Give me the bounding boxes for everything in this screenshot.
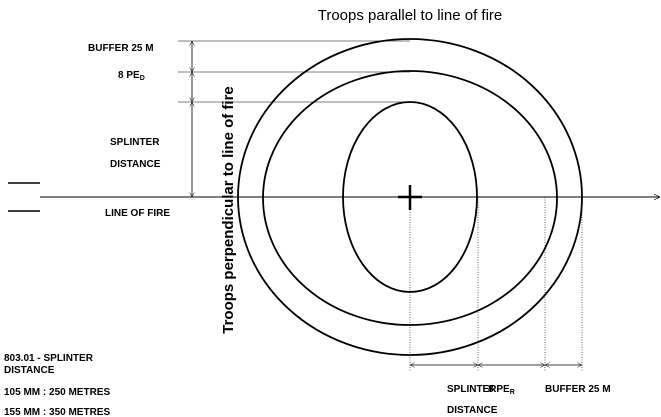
label: DISTANCE: [447, 405, 498, 416]
vertical-label: Troops perpendicular to line of fire: [220, 86, 237, 334]
label: DISTANCE: [110, 159, 161, 170]
label-sub: D: [140, 75, 145, 82]
label: SPLINTER: [110, 137, 160, 148]
note: DISTANCE: [4, 365, 55, 376]
note: 155 MM : 350 METRES: [4, 407, 110, 417]
note: 803.01 - SPLINTER: [4, 353, 94, 364]
label-text: 8 PE: [118, 70, 140, 81]
title: Troops parallel to line of fire: [318, 7, 503, 24]
note: 105 MM : 250 METRES: [4, 387, 110, 398]
label: BUFFER 25 M: [88, 43, 154, 54]
label: BUFFER 25 M: [545, 384, 611, 395]
label: 8 PER: [488, 384, 515, 396]
label-sub: R: [510, 389, 515, 396]
label: SPLINTER: [447, 384, 497, 395]
label: LINE OF FIRE: [105, 208, 170, 219]
label-text: 8 PE: [488, 384, 510, 395]
label: 8 PED: [118, 70, 145, 82]
